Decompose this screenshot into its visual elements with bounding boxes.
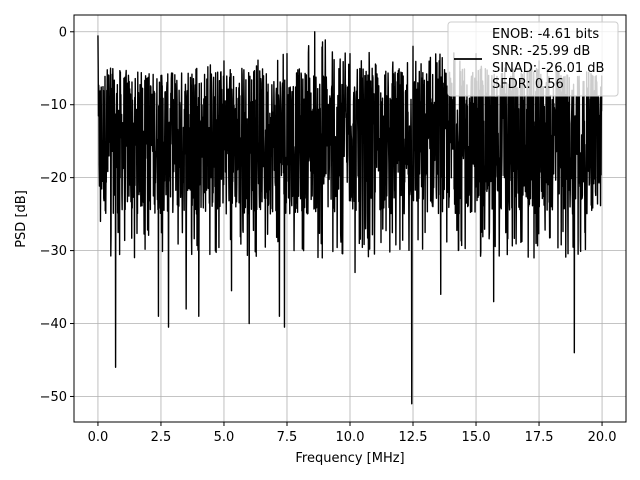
y-tick-label: −30 <box>40 244 67 259</box>
y-tick-label: −20 <box>40 171 67 186</box>
x-tick-label: 12.5 <box>399 430 428 445</box>
y-tick-label: −40 <box>40 317 67 332</box>
x-tick-label: 10.0 <box>336 430 365 445</box>
x-tick-label: 0.0 <box>88 430 109 445</box>
x-tick-label: 5.0 <box>214 430 235 445</box>
x-tick-label: 2.5 <box>151 430 172 445</box>
y-tick-label: −50 <box>40 390 67 405</box>
y-axis-label: PSD [dB] <box>14 190 29 248</box>
legend: ENOB: -4.61 bits SNR: -25.99 dB SINAD: -… <box>447 21 619 97</box>
x-axis-label: Frequency [MHz] <box>295 451 404 466</box>
x-axis: 0.0 2.5 5.0 7.5 10.0 12.5 15.0 17.5 20.0 <box>88 422 617 445</box>
legend-entry-snr: SNR: -25.99 dB <box>492 44 590 59</box>
legend-entry-sinad: SINAD: -26.01 dB <box>492 61 604 76</box>
y-tick-label: −10 <box>40 98 67 113</box>
y-tick-label: 0 <box>59 25 67 40</box>
y-axis: 0 −10 −20 −30 −40 −50 <box>40 25 74 405</box>
legend-entry-sfdr: SFDR: 0.56 <box>492 77 564 92</box>
x-tick-label: 20.0 <box>588 430 617 445</box>
legend-entry-enob: ENOB: -4.61 bits <box>492 27 599 42</box>
x-tick-label: 17.5 <box>525 430 554 445</box>
legend-box <box>447 21 619 97</box>
x-tick-label: 15.0 <box>462 430 491 445</box>
psd-series-line <box>97 31 603 405</box>
plot-area <box>97 31 603 405</box>
x-tick-label: 7.5 <box>277 430 298 445</box>
